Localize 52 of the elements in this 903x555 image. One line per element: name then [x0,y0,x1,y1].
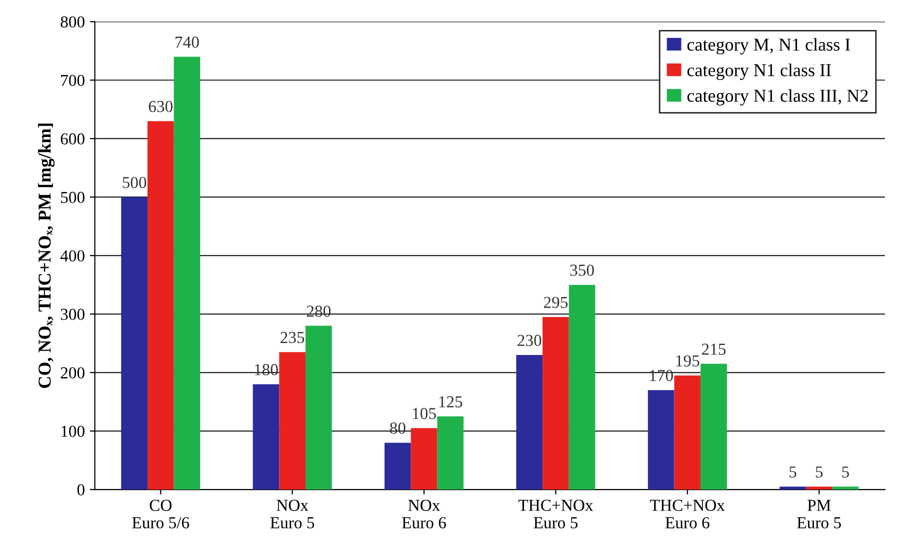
y-tick-label: 200 [60,367,84,378]
x-tick-label: NOx Euro 6 [402,500,446,528]
y-tick-label: 800 [60,16,84,28]
bar [384,442,411,490]
data-label: 230 [518,334,542,346]
y-tick-label: 100 [62,426,84,437]
data-label: 235 [280,332,304,344]
x-tick-label: THC+NOx Euro 6 [650,500,725,528]
bar [306,326,332,490]
bar [147,121,174,490]
data-label: 5 [842,466,849,478]
bar [674,375,701,490]
data-label: 105 [413,408,436,420]
data-label: 5 [816,466,823,478]
bar [516,355,543,490]
bar [568,284,596,490]
y-tick-label: 400 [60,250,84,262]
legend-label: category M, N1 class I [687,38,850,54]
bar [806,486,832,490]
y-tick-label: 700 [61,74,84,86]
bar [542,316,569,490]
bar [700,364,727,490]
data-label: 295 [544,296,568,308]
y-axis-title: CO, NOₓ, THC+NOₓ, PM [mg/km] [38,124,55,388]
data-label: 125 [439,396,462,408]
bar [121,197,148,490]
bar [279,352,306,490]
x-tick-label: THC+NOx Euro 5 [518,500,594,528]
data-label: 500 [122,176,146,188]
y-tick-label: 300 [60,308,84,320]
bar [174,56,200,490]
data-label: 215 [702,344,726,355]
bar [648,390,674,490]
y-tick-label: 500 [61,192,84,204]
data-label: 5 [790,466,796,478]
x-tick-label: NOx Euro 5 [270,500,314,528]
legend-label: category N1 class II [687,64,831,80]
bar [832,486,859,490]
legend-label: category N1 class III, N2 [687,89,868,106]
y-tick-label: 0 [77,484,84,496]
data-label: 630 [148,100,173,112]
x-tick-label: CO Euro 5/6 [132,500,190,528]
bar [410,428,438,490]
y-tick-label: 600 [60,133,84,145]
bar [252,384,280,490]
data-label: 740 [176,36,199,48]
data-label: 350 [570,264,594,276]
bar [780,486,806,490]
data-label: 170 [650,370,673,382]
x-tick-label: PM Euro 5 [797,500,841,528]
data-label: 195 [676,355,700,367]
bar [437,416,464,490]
